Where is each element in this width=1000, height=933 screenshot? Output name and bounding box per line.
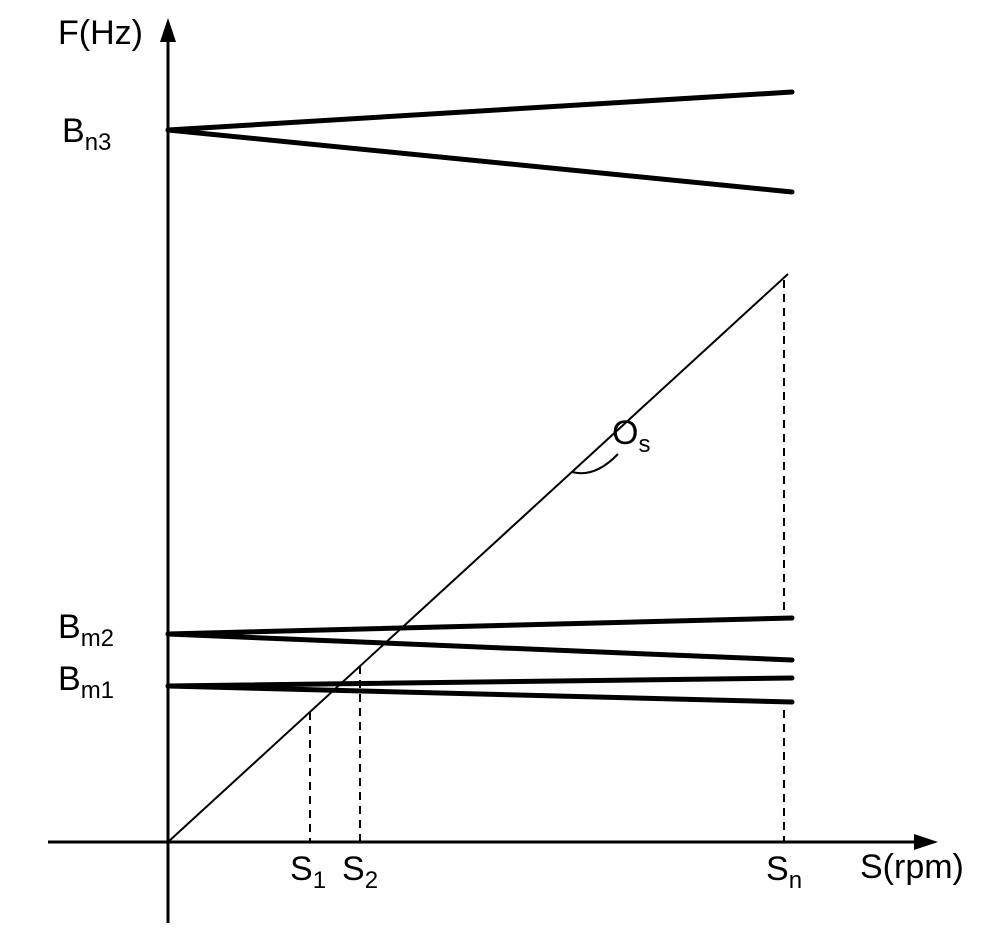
y-tick-bm2: Bm2 bbox=[58, 608, 114, 653]
y-axis-arrow bbox=[160, 18, 176, 42]
operating-line-label: Os bbox=[612, 414, 650, 459]
y-tick-bn3: Bn3 bbox=[62, 112, 111, 157]
bm2-lower bbox=[168, 634, 792, 660]
bm1-lower bbox=[168, 686, 792, 702]
bm2-upper bbox=[168, 618, 792, 634]
bm1-upper bbox=[168, 678, 792, 686]
campbell-diagram bbox=[0, 0, 1000, 933]
bn3-lower bbox=[168, 130, 792, 192]
x-tick-s1: S1 bbox=[290, 850, 326, 895]
y-tick-bm1: Bm1 bbox=[58, 660, 114, 705]
x-tick-s2: S2 bbox=[342, 850, 378, 895]
bn3-upper bbox=[168, 92, 792, 130]
x-axis-label: S(rpm) bbox=[860, 848, 964, 887]
y-axis-label: F(Hz) bbox=[58, 14, 143, 53]
operating-line bbox=[168, 274, 788, 842]
x-tick-sn: Sn bbox=[766, 850, 802, 895]
